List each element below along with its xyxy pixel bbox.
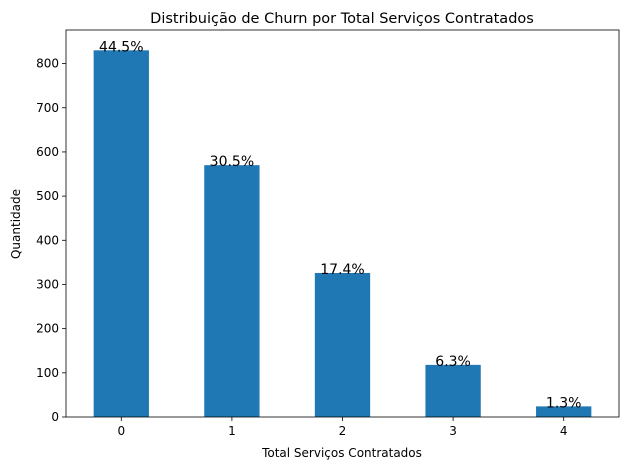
y-tick-label: 300 — [36, 277, 59, 291]
x-tick-label: 0 — [117, 424, 125, 438]
y-tick-label: 400 — [36, 233, 59, 247]
bar — [536, 406, 592, 417]
y-axis-label: Quantidade — [9, 189, 23, 259]
chart-title: Distribuição de Churn por Total Serviços… — [150, 11, 534, 27]
data-label: 44.5% — [99, 39, 143, 55]
x-tick-label: 4 — [560, 424, 568, 438]
y-tick-label: 600 — [36, 145, 59, 159]
bar — [314, 272, 371, 417]
x-tick-label: 1 — [228, 424, 236, 438]
data-label: 17.4% — [320, 262, 364, 278]
x-tick-label: 2 — [339, 424, 347, 438]
y-tick-label: 700 — [36, 101, 59, 115]
y-tick-label: 100 — [36, 366, 59, 380]
plot-frame — [65, 29, 620, 418]
data-label: 30.5% — [210, 154, 254, 170]
bar — [93, 50, 149, 417]
y-tick-label: 200 — [36, 322, 59, 336]
y-tick-label: 800 — [36, 57, 59, 71]
bar — [425, 364, 481, 417]
x-tick-label: 3 — [449, 424, 457, 438]
bar — [204, 165, 260, 417]
x-axis-label: Total Serviços Contratados — [261, 446, 422, 460]
y-tick-label: 0 — [51, 410, 59, 424]
data-label: 1.3% — [546, 395, 582, 411]
y-tick-label: 500 — [36, 189, 59, 203]
data-label: 6.3% — [435, 354, 471, 370]
